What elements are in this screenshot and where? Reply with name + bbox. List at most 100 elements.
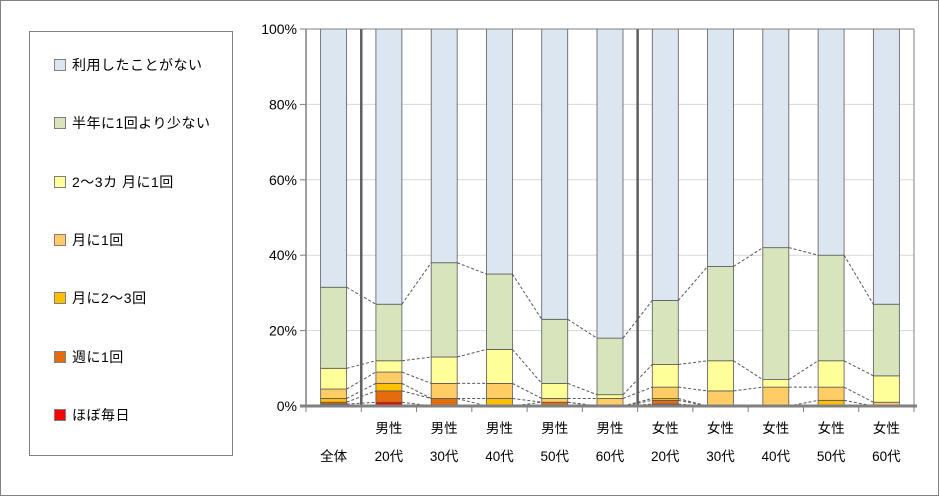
legend-label: 週に1回 bbox=[72, 348, 124, 365]
y-axis-label: 40% bbox=[269, 247, 297, 263]
series-connector-line bbox=[677, 266, 708, 301]
series-connector-line bbox=[733, 247, 764, 267]
bar-segment bbox=[762, 28, 790, 249]
y-axis-label: 60% bbox=[269, 172, 297, 188]
bar-segment bbox=[320, 367, 348, 390]
y-axis-label: 80% bbox=[269, 96, 297, 112]
bar-segment bbox=[375, 28, 403, 305]
bar-segment bbox=[817, 386, 845, 401]
x-axis-label-group: 男性 bbox=[431, 421, 458, 436]
legend-item: 週に1回 bbox=[54, 348, 124, 366]
bar-segment bbox=[872, 28, 900, 305]
series-connector-line bbox=[457, 348, 487, 358]
y-axis-label: 0% bbox=[277, 398, 297, 414]
x-axis-label-age: 40代 bbox=[762, 449, 791, 464]
legend-swatch bbox=[54, 350, 66, 363]
legend-item: 利用したことがない bbox=[54, 56, 203, 74]
bar-segment bbox=[320, 28, 348, 288]
bar-segment bbox=[651, 300, 679, 365]
series-connector-line bbox=[843, 254, 874, 305]
series-connector-line bbox=[512, 382, 542, 399]
bar-segment bbox=[707, 28, 734, 267]
bar-segment bbox=[762, 247, 790, 381]
series-connector-line bbox=[512, 397, 542, 403]
series-connector-line bbox=[733, 386, 763, 392]
legend-swatch bbox=[54, 408, 66, 421]
bar-segment bbox=[486, 382, 513, 399]
bar-segment bbox=[375, 390, 403, 403]
x-axis-label-age: 30代 bbox=[706, 449, 735, 464]
x-axis-label-group: 男性 bbox=[597, 421, 624, 436]
y-axis-label: 100% bbox=[261, 21, 297, 37]
bar-segment bbox=[541, 28, 569, 320]
x-axis-label-age: 60代 bbox=[872, 449, 901, 464]
bar-segment bbox=[762, 379, 790, 388]
series-connector-line bbox=[401, 356, 432, 362]
legend-item: 月に2～3回 bbox=[54, 289, 147, 307]
bar-segment bbox=[541, 398, 569, 403]
bar-segment bbox=[817, 28, 845, 256]
series-connector-line bbox=[512, 349, 543, 384]
bar-segment bbox=[707, 390, 734, 407]
bar-segment bbox=[430, 356, 458, 384]
x-axis-label-group: 男性 bbox=[541, 421, 568, 436]
legend-swatch bbox=[54, 292, 66, 305]
bar-segment bbox=[596, 28, 624, 339]
series-connector-line bbox=[678, 360, 708, 366]
x-axis-label-group: 男性 bbox=[486, 421, 513, 436]
series-connector-line bbox=[512, 273, 543, 320]
series-connector-line bbox=[622, 300, 653, 339]
legend-swatch bbox=[54, 175, 66, 188]
legend-label: 月に1回 bbox=[72, 231, 124, 248]
x-axis-label-group: 女性 bbox=[652, 420, 679, 436]
bar-segment bbox=[486, 273, 513, 350]
bar-segment bbox=[651, 28, 679, 301]
bar-segment bbox=[596, 394, 624, 399]
x-axis-label-group: 男性 bbox=[375, 421, 402, 436]
legend-label: 半年に1回より少ない bbox=[72, 115, 211, 132]
series-connector-line bbox=[401, 390, 432, 399]
x-axis-label-age: 60代 bbox=[596, 449, 625, 464]
x-axis-label-group: 女性 bbox=[818, 420, 845, 436]
series-connector-line bbox=[843, 386, 874, 403]
legend-label: 2～3カ 月に1回 bbox=[72, 173, 174, 190]
bar-segment bbox=[430, 28, 458, 264]
bar-segment bbox=[320, 286, 348, 369]
bar-segment bbox=[430, 382, 458, 399]
series-connector-line bbox=[678, 386, 708, 392]
legend-swatch bbox=[54, 233, 66, 246]
series-connector-line bbox=[788, 360, 819, 381]
bar-segment bbox=[320, 388, 348, 399]
series-connector-line bbox=[457, 262, 487, 275]
bar-segment bbox=[651, 364, 679, 388]
bar-segment bbox=[375, 382, 403, 392]
legend-item: 月に1回 bbox=[54, 231, 124, 249]
y-axis-label: 20% bbox=[269, 323, 297, 339]
x-axis-label-age: 40代 bbox=[485, 449, 514, 464]
series-connector-line bbox=[401, 382, 432, 399]
legend-item: 2～3カ 月に1回 bbox=[54, 173, 174, 191]
legend-swatch bbox=[54, 117, 66, 130]
series-connector-line bbox=[733, 360, 764, 381]
legend-swatch bbox=[54, 59, 66, 71]
bar-segment bbox=[375, 371, 403, 384]
bar-segment bbox=[375, 303, 403, 362]
bar-segment bbox=[541, 318, 569, 384]
bar-segment bbox=[872, 375, 900, 403]
x-axis-label-group: 女性 bbox=[707, 420, 734, 436]
x-axis-label-group: 女性 bbox=[762, 420, 789, 436]
series-connector-line bbox=[567, 318, 598, 339]
series-connector-line bbox=[401, 262, 432, 305]
bar-segment bbox=[707, 266, 734, 362]
x-axis-label-age: 20代 bbox=[651, 449, 680, 464]
bar-segment bbox=[486, 28, 513, 275]
series-connector-line bbox=[567, 382, 598, 396]
series-connector-line bbox=[401, 371, 432, 384]
series-connector-line bbox=[843, 360, 874, 377]
x-axis-label-age: 50代 bbox=[540, 449, 569, 464]
x-axis-label-age: 50代 bbox=[817, 449, 846, 464]
bar-segment bbox=[651, 399, 679, 405]
series-connector-line bbox=[788, 247, 819, 256]
